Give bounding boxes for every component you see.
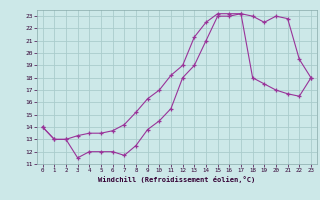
X-axis label: Windchill (Refroidissement éolien,°C): Windchill (Refroidissement éolien,°C) — [98, 176, 255, 183]
